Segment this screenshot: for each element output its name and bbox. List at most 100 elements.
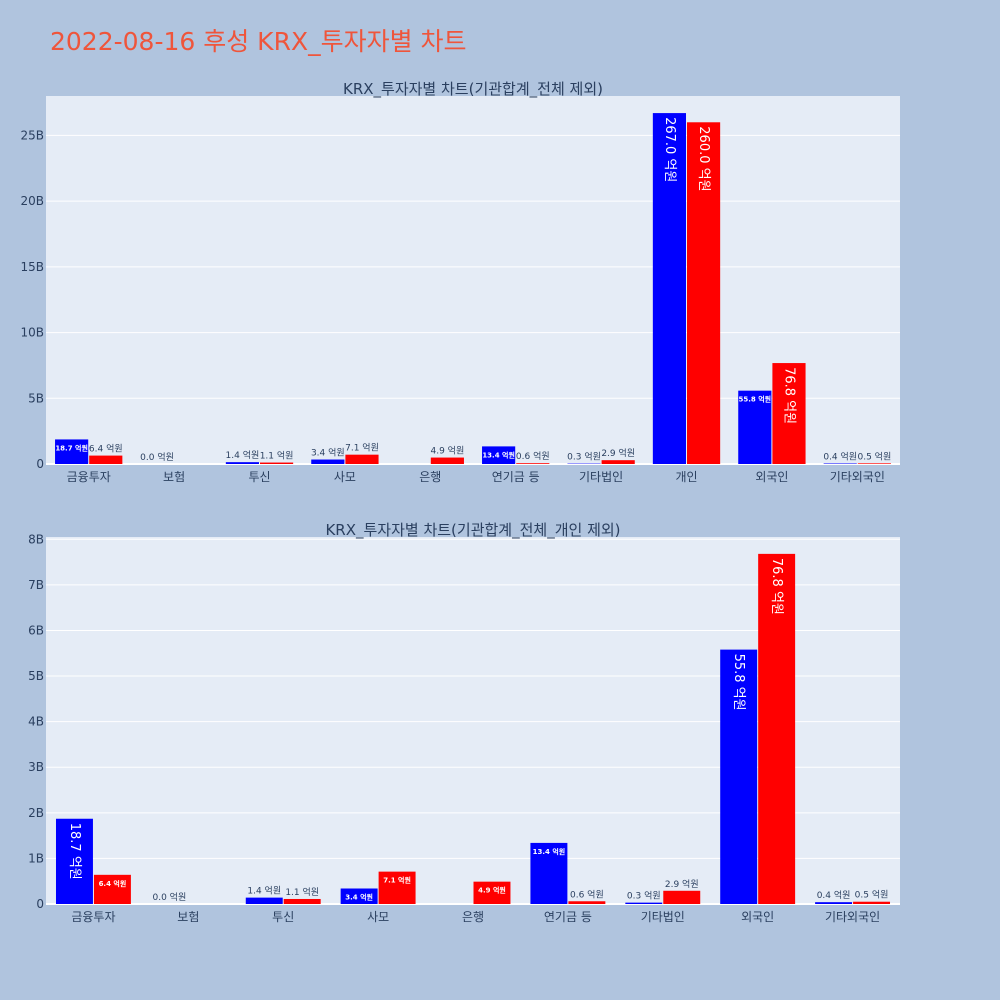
bar-value-label: 18.7 억원 [55, 443, 88, 452]
y-tick-label: 10B [20, 326, 44, 340]
sell-bar [758, 553, 796, 904]
sell-bar [378, 871, 416, 904]
x-tick-label: 보험 [163, 470, 185, 484]
x-tick-label: 기타법인 [579, 470, 623, 484]
buy-bar [815, 902, 853, 904]
chart-title: KRX_투자자별 차트(기관합계_전체_개인 제외) [325, 521, 620, 540]
plot-area [46, 537, 900, 904]
bar-value-label: 0.5 억원 [858, 450, 892, 462]
bar-value-label: 6.4 억원 [99, 879, 127, 888]
bar-value-label: 0.4 억원 [817, 889, 851, 901]
buy-bar [625, 902, 663, 904]
x-tick-label: 금융투자 [71, 910, 115, 924]
x-tick-label: 투신 [248, 470, 270, 484]
buy-bar [738, 390, 772, 464]
buy-bar [652, 113, 686, 464]
x-tick-label: 은행 [462, 909, 484, 924]
y-tick-label: 5B [28, 669, 44, 683]
bar-value-label: 0.4 억원 [823, 450, 857, 462]
buy-bar [245, 897, 283, 904]
x-tick-label: 사모 [367, 910, 389, 924]
sell-bar [687, 122, 721, 465]
sell-bar [345, 454, 379, 464]
buy-bar [823, 463, 857, 464]
sell-bar [857, 463, 891, 464]
bar-value-label: 55.8 억원 [731, 654, 746, 711]
buy-bar [55, 818, 93, 904]
buy-bar [720, 649, 758, 904]
sell-bar [430, 457, 464, 464]
y-tick-label: 3B [28, 760, 44, 774]
sell-bar [260, 462, 294, 464]
x-tick-label: 연기금 등 [492, 470, 540, 484]
bottom-chart: KRX_투자자별 차트(기관합계_전체_개인 제외) 0 1B 2B 3B 4B 5B 6B 7… [28, 521, 900, 924]
sell-bar [516, 463, 550, 464]
bar-value-label: 4.9 억원 [478, 886, 506, 895]
bar-value-label: 76.8 억원 [781, 367, 796, 424]
buy-bar [55, 439, 89, 464]
top-chart: KRX_투자자별 차트(기관합계_전체 제외) 0 5B 10B 15B 20B 25B 금융… [20, 80, 900, 484]
bar-value-label: 1.4 억원 [247, 885, 281, 897]
sell-bar [473, 881, 511, 904]
bar-value-label: 1.1 억원 [260, 450, 294, 462]
x-tick-label: 기타법인 [641, 910, 685, 924]
sell-bar [89, 455, 123, 464]
x-tick-label: 투신 [272, 910, 294, 924]
buy-bar [340, 888, 378, 904]
bar-value-label: 2.9 억원 [665, 878, 699, 890]
chart-title: KRX_투자자별 차트(기관합계_전체 제외) [343, 80, 603, 99]
bar-value-label: 1.4 억원 [226, 449, 260, 461]
bar-value-label: 55.8 억원 [739, 395, 772, 404]
x-tick-label: 개인 [675, 470, 697, 484]
bar-value-label: 0.0 억원 [140, 451, 174, 463]
bar-value-label: 267.0 억원 [662, 117, 677, 182]
y-tick-label: 6B [28, 623, 44, 637]
buy-bar [530, 842, 568, 904]
bar-value-label: 3.4 억원 [311, 447, 345, 459]
bar-value-label: 2.9 억원 [601, 447, 635, 459]
bar-value-label: 6.4 억원 [89, 443, 123, 455]
x-tick-label: 사모 [334, 470, 356, 484]
y-tick-label: 20B [20, 194, 44, 208]
bar-value-label: 0.3 억원 [627, 890, 661, 902]
bar-value-label: 13.4 억원 [482, 450, 515, 459]
bar-value-label: 3.4 억원 [345, 892, 373, 901]
y-tick-label: 5B [28, 391, 44, 405]
x-tick-label: 외국인 [741, 910, 774, 924]
bar-value-label: 260.0 억원 [696, 126, 711, 191]
buy-bar [311, 459, 345, 464]
y-tick-label: 25B [20, 128, 44, 142]
y-tick-label: 2B [28, 806, 44, 820]
page-title: 2022-08-16 후성 KRX_투자자별 차트 [50, 27, 467, 56]
bar-value-label: 0.3 억원 [567, 451, 601, 463]
bar-value-label: 0.5 억원 [855, 889, 889, 901]
sell-bar [568, 901, 606, 904]
y-tick-label: 1B [28, 851, 44, 865]
y-tick-label: 0 [36, 457, 44, 471]
sell-bar [283, 898, 321, 904]
bar-value-label: 4.9 억원 [431, 445, 465, 457]
sell-bar [601, 460, 635, 464]
y-tick-label: 8B [28, 532, 44, 546]
bar-value-label: 0.6 억원 [516, 450, 550, 462]
sell-bar [772, 363, 806, 464]
sell-bar [853, 901, 891, 904]
bar-value-label: 76.8 억원 [769, 558, 784, 615]
x-tick-label: 연기금 등 [544, 910, 592, 924]
bar-value-label: 13.4 억원 [533, 847, 566, 856]
sell-bar [663, 890, 701, 904]
bar-value-label: 7.1 억원 [383, 876, 411, 885]
x-tick-label: 기타외국인 [825, 910, 880, 924]
y-tick-label: 4B [28, 715, 44, 729]
x-tick-label: 은행 [419, 469, 441, 484]
y-tick-label: 15B [20, 260, 44, 274]
sell-bar [93, 874, 131, 904]
plot-area [46, 96, 900, 464]
bar-value-label: 1.1 억원 [285, 886, 319, 898]
buy-bar [482, 446, 516, 464]
bar-value-label: 18.7 억원 [67, 823, 82, 880]
x-tick-label: 보험 [177, 910, 199, 924]
buy-bar [225, 462, 259, 464]
